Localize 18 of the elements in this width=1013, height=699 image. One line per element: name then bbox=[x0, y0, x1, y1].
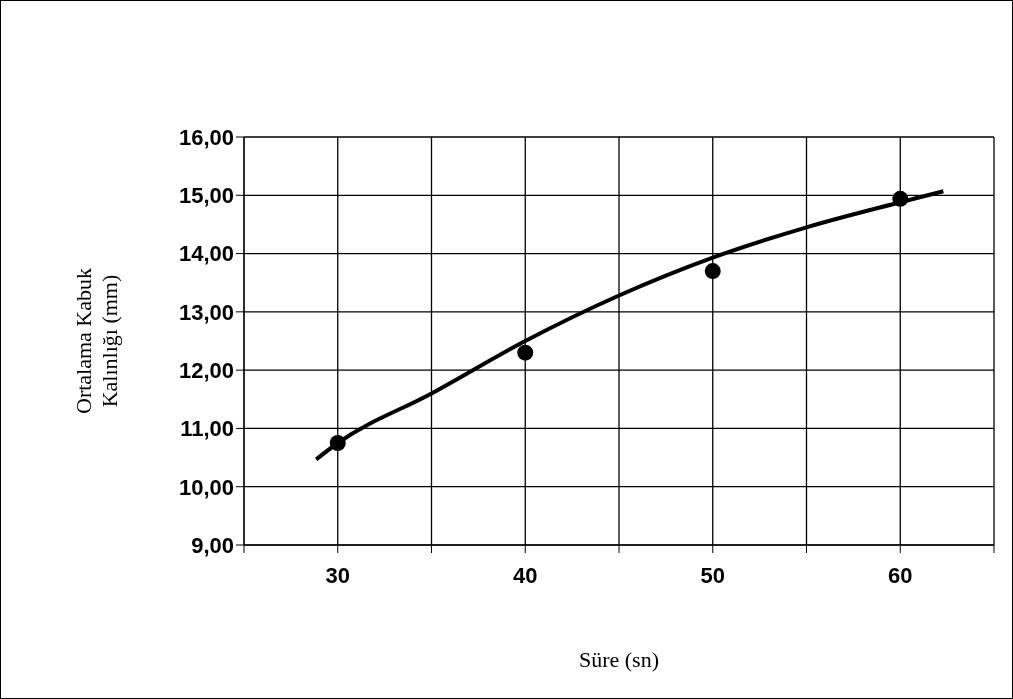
y-axis-title: Ortalama Kabuk Kalınlığı (mm) bbox=[71, 268, 122, 414]
y-tick-label: 16,00 bbox=[178, 124, 234, 150]
x-tick-label: 40 bbox=[513, 562, 538, 588]
x-tick-label: 60 bbox=[888, 562, 913, 588]
y-tick-label: 12,00 bbox=[178, 357, 234, 383]
x-tick-label: 30 bbox=[325, 562, 350, 588]
point bbox=[704, 263, 721, 280]
y-tick-label: 11,00 bbox=[180, 416, 234, 442]
y-tick-label: 9,00 bbox=[191, 532, 234, 558]
y-tick-label: 13,00 bbox=[178, 299, 234, 325]
point bbox=[329, 435, 346, 451]
point bbox=[892, 190, 909, 207]
x-axis-title: Süre (sn) bbox=[578, 647, 660, 672]
y-tick-label: 15,00 bbox=[178, 183, 234, 209]
x-tick-label: 50 bbox=[700, 562, 725, 588]
y-tick-label: 10,00 bbox=[178, 474, 234, 500]
point bbox=[517, 344, 534, 361]
y-tick-label: 14,00 bbox=[178, 241, 234, 267]
